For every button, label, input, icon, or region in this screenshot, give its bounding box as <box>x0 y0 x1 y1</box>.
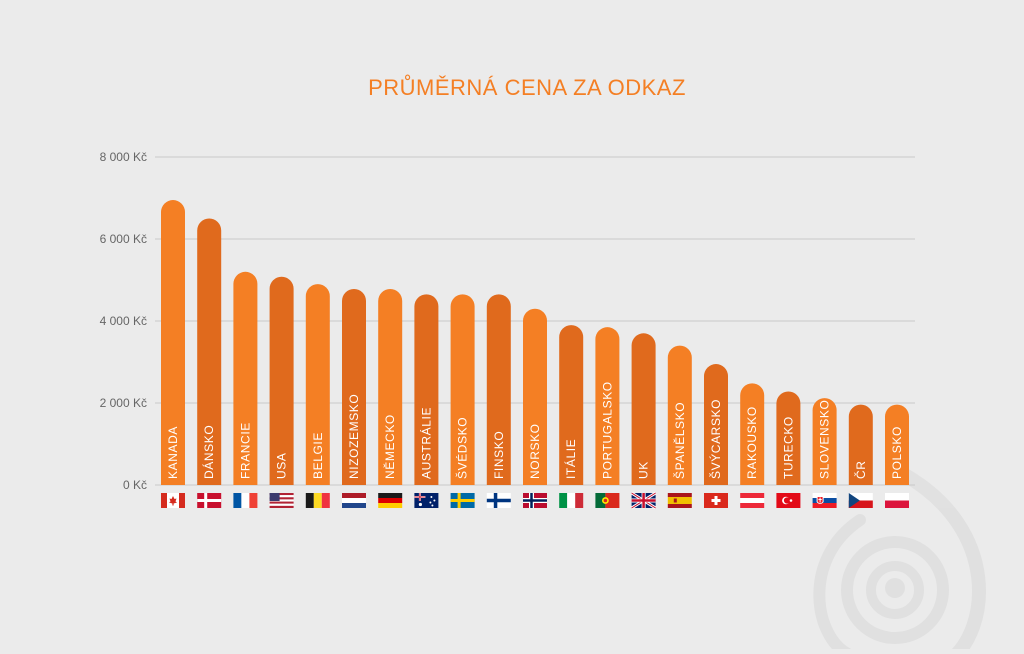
bar-category-label: RAKOUSKO <box>745 406 759 479</box>
flag-netherlands-icon <box>342 493 366 508</box>
y-tick-label: 0 Kč <box>123 478 147 492</box>
y-tick-label: 6 000 Kč <box>100 232 147 246</box>
bar <box>704 364 728 485</box>
bar-category-label: PORTUGALSKO <box>600 381 614 479</box>
flag-slovakia-icon <box>812 493 837 508</box>
flag-czechia-icon <box>848 493 873 508</box>
flag-germany-icon <box>378 493 403 508</box>
bar <box>378 289 403 485</box>
bar-category-label: FINSKO <box>492 431 506 479</box>
flag-australia-icon <box>414 493 439 508</box>
bar-category-label: NIZOZEMSKO <box>347 394 361 479</box>
bar-category-label: UK <box>637 461 651 479</box>
chart-title: PRŮMĚRNÁ CENA ZA ODKAZ <box>368 75 686 100</box>
bar-category-label: AUSTRÁLIE <box>418 407 433 479</box>
flag-belgium-icon <box>305 493 330 508</box>
bar <box>776 391 801 485</box>
bar-category-label: NĚMECKO <box>382 414 397 479</box>
bar <box>450 294 475 485</box>
bar-category-label: USA <box>275 453 289 479</box>
bar-category-label: NORSKO <box>528 423 542 479</box>
bar-category-label: POLSKO <box>890 426 904 479</box>
flag-turkey-icon <box>776 493 801 508</box>
bar <box>523 308 547 485</box>
flags <box>161 491 909 510</box>
bar-category-label: KANADA <box>166 426 180 479</box>
y-tick-label: 4 000 Kč <box>100 314 147 328</box>
bar <box>631 333 656 485</box>
flag-uk-icon <box>630 491 657 510</box>
y-tick-label: 2 000 Kč <box>100 396 147 410</box>
bar <box>414 294 439 485</box>
bar <box>305 284 330 485</box>
bar <box>486 294 511 485</box>
watermark-logo-icon <box>813 468 986 654</box>
flag-spain-icon <box>667 493 692 508</box>
bar <box>595 327 620 485</box>
bar <box>848 404 873 485</box>
bar <box>559 325 584 485</box>
flag-switzerland-icon <box>704 493 728 508</box>
bar-category-label: ŠPANĚLSKO <box>672 402 687 479</box>
bar-category-label: ŠVÉDSKO <box>455 417 470 479</box>
bar <box>269 276 294 485</box>
bar-category-label: SLOVENSKO <box>818 400 832 479</box>
flag-norway-icon <box>523 493 547 508</box>
flag-italy-icon <box>559 493 584 508</box>
bar-category-label: BELGIE <box>311 432 325 479</box>
bar <box>740 383 765 485</box>
flag-canada-icon <box>161 493 185 508</box>
flag-usa-icon <box>269 493 294 508</box>
flag-denmark-icon <box>197 493 222 508</box>
flag-austria-icon <box>740 493 765 508</box>
bar <box>197 218 222 485</box>
bar <box>667 345 692 485</box>
flag-france-icon <box>233 493 258 508</box>
bar-category-label: ŠVÝCARSKO <box>708 399 723 479</box>
bar-category-label: ITÁLIE <box>563 439 578 479</box>
bar-category-label: FRANCIE <box>238 422 252 479</box>
flag-poland-icon <box>885 493 909 508</box>
bar <box>885 404 909 485</box>
flag-sweden-icon <box>450 493 475 508</box>
bar-category-label: ČR <box>853 460 868 479</box>
bar-category-label: TURECKO <box>781 416 795 479</box>
bars: KANADA DÁNSKO FRANCIE USA BELGIE NIZOZEMSKO NĚ… <box>161 200 909 486</box>
bar-category-label: DÁNSKO <box>201 425 216 479</box>
flag-portugal-icon <box>595 493 620 508</box>
bar <box>812 398 837 485</box>
bar <box>342 289 366 485</box>
y-axis-ticks: 0 Kč 2 000 Kč 4 000 Kč 6 000 Kč 8 000 Kč <box>100 150 147 492</box>
y-tick-label: 8 000 Kč <box>100 150 147 164</box>
bar <box>161 200 185 486</box>
bar <box>233 271 258 485</box>
flag-finland-icon <box>486 493 511 508</box>
